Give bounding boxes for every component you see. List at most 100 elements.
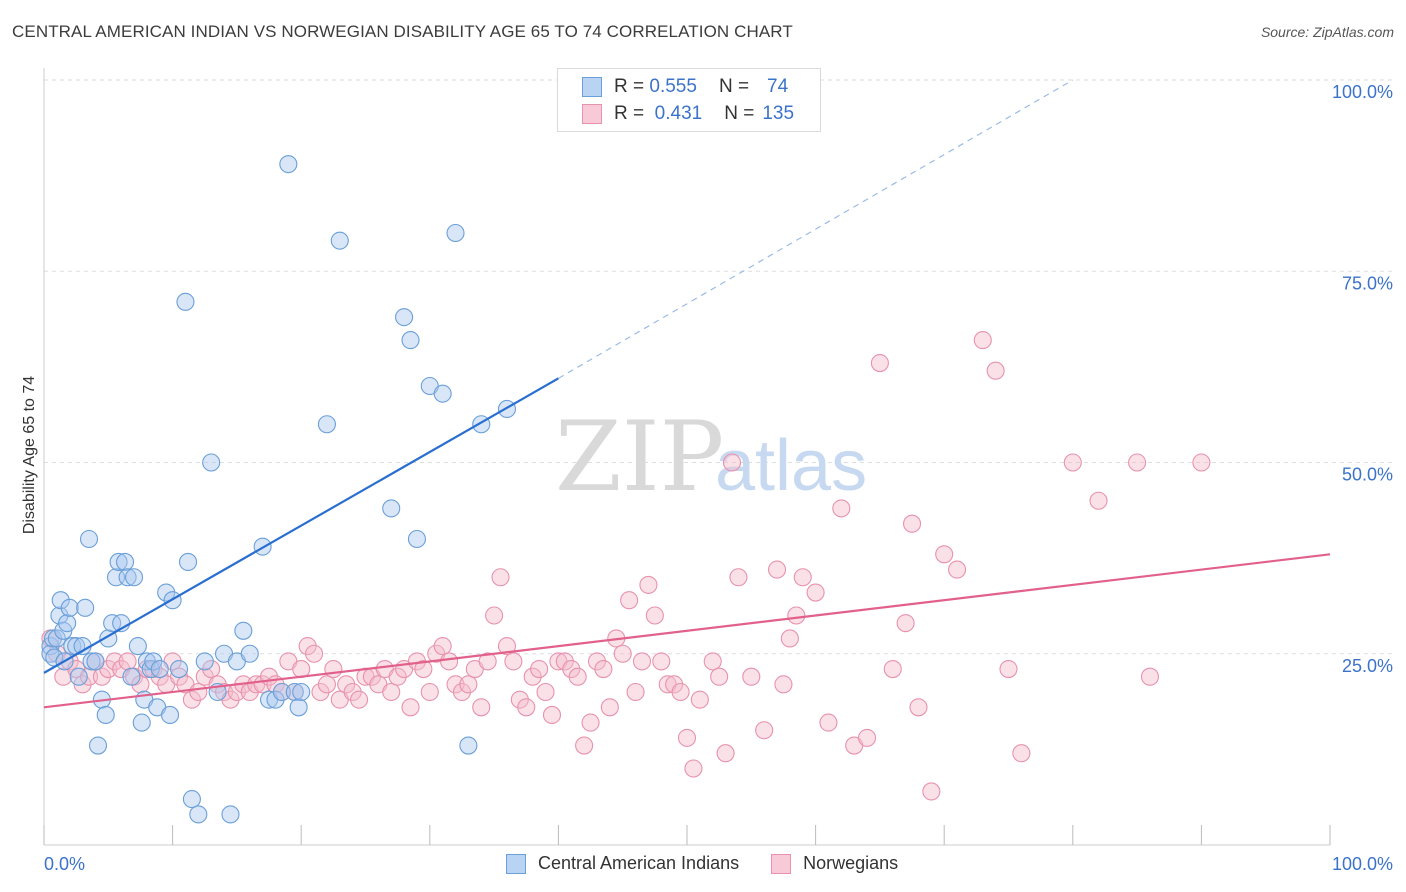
norwegians-point bbox=[536, 682, 555, 702]
x-tick-label: 0.0% bbox=[44, 854, 85, 874]
norwegians-point bbox=[581, 713, 600, 732]
central-american-indians-point bbox=[122, 667, 141, 686]
y-tick-label: 100.0% bbox=[1332, 82, 1393, 102]
y-tick-label: 50.0% bbox=[1342, 465, 1393, 485]
central-american-indians-point bbox=[176, 292, 195, 311]
legend-swatch-pink bbox=[582, 104, 602, 124]
norwegians-point bbox=[517, 698, 536, 717]
norwegians-point bbox=[774, 675, 793, 694]
grid-lines bbox=[44, 79, 1392, 655]
norwegians-point bbox=[806, 583, 825, 602]
norwegians-point bbox=[626, 682, 645, 702]
central-american-indians-point bbox=[221, 805, 240, 824]
n-value: 135 bbox=[762, 103, 795, 124]
legend-label: Central American Indians bbox=[538, 853, 740, 873]
norwegians-point bbox=[594, 659, 613, 679]
norwegians-point bbox=[79, 667, 99, 686]
norwegians-point bbox=[1012, 744, 1031, 763]
legend-label: Norwegians bbox=[803, 853, 899, 873]
x-tick-label: 100.0% bbox=[1332, 854, 1393, 874]
central-american-indians-trend-extension bbox=[558, 79, 1074, 379]
central-american-indians-point bbox=[160, 705, 180, 725]
norwegians-point bbox=[652, 652, 671, 671]
norwegians-point bbox=[690, 690, 709, 709]
norwegians-point bbox=[755, 721, 774, 740]
n-label: N = bbox=[718, 76, 750, 97]
central-american-indians-point bbox=[189, 805, 208, 824]
norwegians-point bbox=[105, 652, 124, 671]
norwegians-points bbox=[41, 331, 1211, 801]
central-american-indians-point bbox=[195, 652, 214, 671]
central-american-indians-point bbox=[266, 690, 285, 709]
norwegians-point bbox=[948, 560, 967, 579]
norwegians-point bbox=[703, 652, 722, 671]
norwegians-point bbox=[613, 644, 632, 663]
central-american-indians-point bbox=[86, 652, 105, 671]
central-american-indians-point bbox=[317, 415, 336, 434]
central-american-indians-point bbox=[157, 583, 176, 602]
norwegians-point bbox=[298, 637, 317, 656]
norwegians-point bbox=[870, 353, 889, 373]
norwegians-point bbox=[189, 682, 208, 702]
norwegians-point bbox=[677, 728, 697, 747]
norwegians-point bbox=[382, 682, 401, 702]
norwegians-point bbox=[542, 705, 562, 725]
norwegians-point bbox=[639, 575, 658, 594]
norwegians-point bbox=[118, 652, 137, 671]
norwegians-point bbox=[440, 652, 459, 671]
central-american-indians-point bbox=[234, 621, 253, 640]
legend-swatch-blue bbox=[506, 853, 526, 874]
norwegians-point bbox=[510, 690, 529, 709]
central-american-indians-point bbox=[58, 614, 77, 633]
norwegians-point bbox=[684, 759, 703, 778]
central-american-indians-point bbox=[330, 231, 349, 250]
central-american-indians-point bbox=[76, 598, 95, 617]
watermark: ZIP atlas bbox=[555, 401, 867, 513]
norwegians-point bbox=[388, 667, 407, 686]
norwegians-point bbox=[973, 331, 992, 350]
norwegians-point bbox=[1128, 453, 1147, 472]
norwegians-point bbox=[530, 659, 549, 679]
norwegians-point bbox=[1089, 491, 1108, 510]
norwegians-point bbox=[305, 644, 324, 663]
y-tick-label: 75.0% bbox=[1342, 273, 1393, 293]
central-american-indians-point bbox=[459, 736, 478, 755]
central-american-indians-point bbox=[69, 667, 88, 686]
norwegians-point bbox=[1140, 667, 1160, 686]
n-label: N = bbox=[724, 103, 755, 124]
norwegians-point bbox=[317, 675, 336, 694]
norwegians-point bbox=[523, 667, 542, 686]
norwegians-point bbox=[433, 637, 452, 656]
norwegians-point bbox=[729, 568, 748, 587]
central-american-indians-point bbox=[169, 659, 189, 679]
norwegians-point bbox=[902, 514, 922, 533]
central-american-indians-point bbox=[79, 529, 99, 549]
central-american-indians-point bbox=[433, 384, 452, 403]
norwegians-point bbox=[742, 667, 761, 686]
norwegians-point bbox=[722, 453, 742, 472]
norwegians-point bbox=[665, 675, 684, 694]
norwegians-point bbox=[60, 652, 79, 671]
norwegians-point bbox=[420, 682, 439, 702]
norwegians-point bbox=[169, 667, 189, 686]
central-american-indians-point bbox=[401, 331, 420, 350]
norwegians-point bbox=[632, 652, 652, 671]
norwegians-point bbox=[710, 667, 729, 686]
norwegians-point bbox=[555, 652, 574, 671]
y-axis-label: Disability Age 65 to 74 bbox=[21, 376, 38, 534]
norwegians-point bbox=[452, 682, 472, 702]
r-value: 0.555 bbox=[649, 76, 697, 97]
central-american-indians-point bbox=[88, 736, 108, 755]
norwegians-point bbox=[999, 659, 1018, 679]
norwegians-point bbox=[671, 682, 690, 702]
legend-row-blue: R = 0.555 N = 74 bbox=[582, 76, 788, 98]
watermark-zip: ZIP bbox=[555, 401, 724, 513]
central-american-indians-point bbox=[407, 529, 426, 549]
central-american-indians-point bbox=[43, 629, 63, 648]
norwegians-point bbox=[857, 728, 877, 747]
r-label: R = bbox=[614, 103, 645, 124]
legend-item-central-american-indians: Central American Indians bbox=[506, 853, 739, 874]
central-american-indians-trend bbox=[43, 377, 559, 674]
n-value: 74 bbox=[767, 76, 789, 97]
norwegians-point bbox=[414, 659, 433, 679]
